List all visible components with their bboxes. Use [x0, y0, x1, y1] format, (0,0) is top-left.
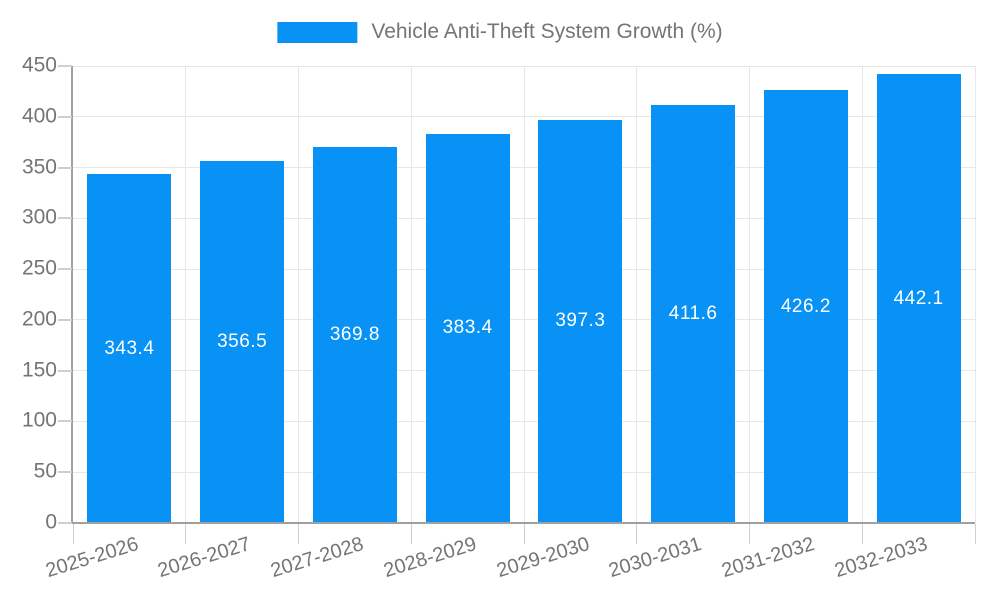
- x-tick-label: 2028-2029: [381, 533, 480, 583]
- y-tick-label: 300: [21, 205, 57, 229]
- y-tick-label: 350: [21, 155, 57, 179]
- y-axis-tick: [58, 217, 72, 220]
- x-axis-tick: [410, 524, 412, 544]
- bar: 397.3: [538, 119, 623, 523]
- x-tick-label: 2032-2033: [832, 533, 931, 583]
- grid-line-vertical: [636, 66, 638, 523]
- grid-line-vertical: [185, 66, 187, 523]
- y-tick-label: 400: [21, 104, 57, 128]
- grid-line-vertical: [861, 66, 863, 523]
- grid-line-vertical: [298, 66, 299, 523]
- bar-value-label: 442.1: [893, 287, 944, 309]
- x-tick-label: 2029-2030: [493, 533, 592, 583]
- x-tick-label: 2030-2031: [606, 533, 705, 583]
- y-axis-tick: [58, 471, 72, 474]
- x-tick-label: 2025-2026: [42, 533, 141, 583]
- x-axis-tick: [185, 524, 187, 544]
- y-tick-label: 250: [21, 256, 57, 280]
- y-tick-label: 150: [21, 358, 57, 382]
- y-axis-tick: [58, 318, 72, 321]
- x-axis-tick: [523, 524, 525, 544]
- x-tick-label: 2027-2028: [268, 533, 367, 583]
- bar-value-label: 343.4: [104, 337, 155, 359]
- bar-value-label: 369.8: [329, 324, 380, 346]
- y-tick-label: 0: [45, 510, 57, 534]
- x-axis-tick: [298, 524, 299, 544]
- bar: 343.4: [87, 174, 172, 523]
- bar: 411.6: [651, 105, 736, 523]
- y-axis-tick: [58, 522, 72, 524]
- bar: 442.1: [876, 74, 961, 523]
- bar: 369.8: [312, 147, 397, 523]
- x-axis-tick: [974, 524, 976, 544]
- x-tick-label: 2031-2032: [719, 533, 818, 583]
- grid-line-vertical: [410, 66, 412, 523]
- y-axis-tick: [58, 369, 72, 372]
- legend: Vehicle Anti-Theft System Growth (%): [277, 20, 723, 44]
- y-tick-label: 450: [21, 53, 57, 77]
- y-axis-line: [71, 66, 73, 523]
- bar-value-label: 356.5: [217, 330, 268, 352]
- bar-value-label: 426.2: [780, 295, 831, 317]
- y-axis-tick: [58, 268, 72, 271]
- bar-value-label: 383.4: [442, 317, 493, 339]
- bar: 383.4: [425, 133, 510, 523]
- x-tick-label: 2026-2027: [155, 533, 254, 583]
- bar-value-label: 397.3: [555, 310, 606, 332]
- bar-value-label: 411.6: [668, 303, 718, 324]
- y-axis-tick: [58, 65, 72, 67]
- grid-line-vertical: [974, 66, 976, 523]
- legend-swatch: [277, 21, 358, 43]
- grid-line-vertical: [523, 66, 525, 523]
- x-axis-tick: [636, 524, 638, 544]
- x-axis-line: [71, 522, 975, 524]
- legend-label: Vehicle Anti-Theft System Growth (%): [371, 20, 723, 43]
- bar: 356.5: [200, 160, 285, 523]
- x-axis-tick: [861, 524, 863, 544]
- y-axis-tick: [58, 166, 72, 169]
- x-axis-tick: [749, 524, 750, 544]
- x-axis-tick: [72, 524, 74, 544]
- y-tick-label: 50: [33, 459, 57, 483]
- y-tick-label: 200: [21, 307, 57, 331]
- y-tick-label: 100: [21, 408, 57, 432]
- y-axis-tick: [58, 115, 72, 118]
- bar: 426.2: [763, 90, 848, 523]
- plot-area: 343.4 356.5 369.8 383.4 397.3 411.6 426.2 442.1: [73, 65, 976, 523]
- grid-line-vertical: [749, 66, 750, 523]
- y-axis-tick: [58, 420, 72, 423]
